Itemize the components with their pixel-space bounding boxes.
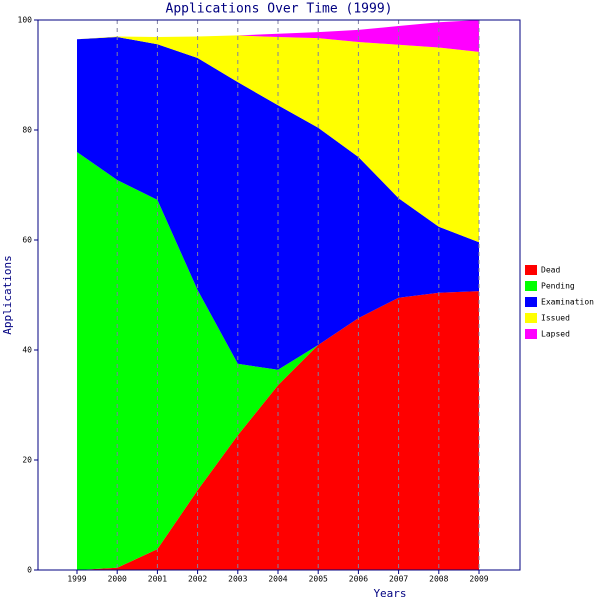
legend-label: Examination <box>541 298 594 307</box>
area <box>77 35 479 243</box>
chart-title: Applications Over Time (1999) <box>166 2 393 17</box>
x-tick-label: 2003 <box>228 575 247 584</box>
area <box>77 20 479 52</box>
y-tick-label: 20 <box>22 456 32 465</box>
y-tick-label: 60 <box>22 236 32 245</box>
legend-swatch <box>525 281 537 291</box>
legend-swatch <box>525 313 537 323</box>
x-tick-label: 2001 <box>148 575 167 584</box>
x-tick-label: 2009 <box>469 575 488 584</box>
plot-frame <box>37 19 521 571</box>
y-tick-label: 40 <box>22 346 32 355</box>
y-tick-label: 80 <box>22 126 32 135</box>
legend-label: Dead <box>541 266 560 275</box>
legend-swatch <box>525 329 537 339</box>
x-tick-label: 2005 <box>309 575 328 584</box>
x-tick-label: 2006 <box>349 575 368 584</box>
legend-label: Pending <box>541 282 575 291</box>
x-axis-label: Years <box>373 587 406 600</box>
legend-swatch <box>525 265 537 275</box>
y-tick-label: 0 <box>27 566 32 575</box>
area <box>77 152 479 570</box>
legend-swatch <box>525 297 537 307</box>
legend-label: Issued <box>541 314 570 323</box>
area <box>77 37 479 370</box>
x-tick-label: 1999 <box>67 575 86 584</box>
x-tick-label: 2002 <box>188 575 207 584</box>
legend-label: Lapsed <box>541 330 570 339</box>
x-tick-label: 2000 <box>108 575 127 584</box>
x-tick-label: 2004 <box>268 575 287 584</box>
x-tick-label: 2007 <box>389 575 408 584</box>
y-tick-label: 100 <box>18 16 33 25</box>
x-tick-label: 2008 <box>429 575 448 584</box>
y-axis-label: Applications <box>1 255 14 334</box>
